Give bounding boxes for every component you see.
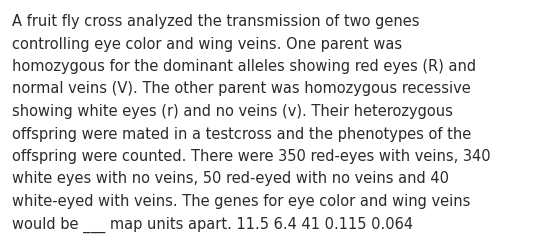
- Text: normal veins (V). The other parent was homozygous recessive: normal veins (V). The other parent was h…: [12, 81, 471, 96]
- Text: offspring were mated in a testcross and the phenotypes of the: offspring were mated in a testcross and …: [12, 126, 472, 141]
- Text: white eyes with no veins, 50 red-eyed with no veins and 40: white eyes with no veins, 50 red-eyed wi…: [12, 171, 449, 186]
- Text: showing white eyes (r) and no veins (v). Their heterozygous: showing white eyes (r) and no veins (v).…: [12, 104, 453, 118]
- Text: homozygous for the dominant alleles showing red eyes (R) and: homozygous for the dominant alleles show…: [12, 59, 476, 74]
- Text: would be ___ map units apart. 11.5 6.4 41 0.115 0.064: would be ___ map units apart. 11.5 6.4 4…: [12, 216, 413, 232]
- Text: controlling eye color and wing veins. One parent was: controlling eye color and wing veins. On…: [12, 36, 402, 51]
- Text: offspring were counted. There were 350 red-eyes with veins, 340: offspring were counted. There were 350 r…: [12, 148, 490, 163]
- Text: A fruit fly cross analyzed the transmission of two genes: A fruit fly cross analyzed the transmiss…: [12, 14, 420, 29]
- Text: white-eyed with veins. The genes for eye color and wing veins: white-eyed with veins. The genes for eye…: [12, 193, 470, 208]
